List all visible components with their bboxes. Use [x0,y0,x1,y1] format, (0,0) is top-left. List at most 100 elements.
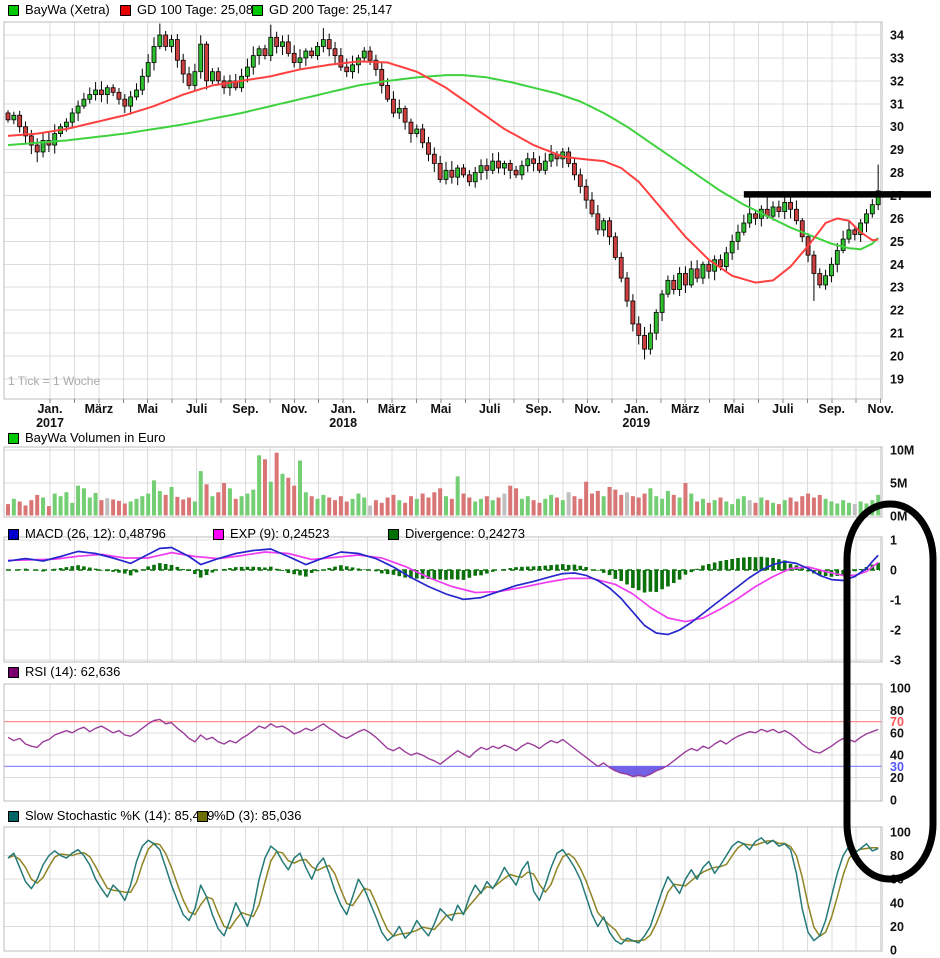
volume-series [6,452,881,516]
legend-item-rsi: RSI (14): 62,636 [8,665,120,679]
svg-text:2018: 2018 [329,416,357,430]
svg-text:-2: -2 [890,624,901,638]
svg-text:Juli: Juli [772,402,794,416]
svg-text:80: 80 [890,849,904,863]
svg-text:80: 80 [890,704,904,718]
svg-text:20: 20 [890,350,904,364]
svg-text:Sep.: Sep. [232,402,258,416]
svg-text:23: 23 [890,281,904,295]
svg-text:32: 32 [890,74,904,88]
svg-text:Juli: Juli [479,402,501,416]
legend-label: EXP (9): 0,24523 [230,526,330,541]
svg-text:0: 0 [890,944,897,958]
legend-item-instrument: BayWa (Xetra) [8,3,110,17]
legend-label: GD 100 Tage: 25,082 [137,2,261,17]
svg-text:40: 40 [890,896,904,910]
svg-text:März: März [378,402,406,416]
legend-label: BayWa Volumen in Euro [25,430,166,445]
legend-label: GD 200 Tage: 25,147 [269,2,393,17]
svg-text:2017: 2017 [36,416,64,430]
legend-label: MACD (26, 12): 0,48796 [25,526,166,541]
stoch-d-line [7,839,879,942]
svg-text:Mai: Mai [724,402,745,416]
svg-text:100: 100 [890,826,911,840]
svg-text:26: 26 [890,212,904,226]
svg-text:34: 34 [890,29,904,43]
svg-text:März: März [85,402,113,416]
instrument-color-swatch [8,4,19,16]
tick-interval-note: 1 Tick = 1 Woche [8,374,101,388]
gd200-line [7,74,879,251]
legend-label: Divergence: 0,24273 [405,526,525,541]
svg-text:20: 20 [890,771,904,785]
svg-text:Sep.: Sep. [525,402,551,416]
legend-label: Slow Stochastic %K (14): 85,479 [25,808,215,823]
svg-text:60: 60 [890,726,904,740]
volume-color-swatch [8,432,19,444]
gd100-color-swatch [120,4,131,16]
svg-text:25: 25 [890,235,904,249]
highlight-oval-annotation [843,500,937,883]
legend-item-volume: BayWa Volumen in Euro [8,431,165,445]
svg-text:Nov.: Nov. [281,402,307,416]
svg-text:24: 24 [890,258,904,272]
svg-text:Jan.: Jan. [331,402,356,416]
legend-item-gd200: GD 200 Tage: 25,147 [252,3,392,17]
stoch-d-color-swatch [197,810,208,822]
macd-line [7,546,879,636]
grid-layer [4,22,882,951]
svg-text:Jan.: Jan. [624,402,649,416]
legend-item-stoch-k: Slow Stochastic %K (14): 85,479 [8,809,214,823]
svg-text:Mai: Mai [137,402,158,416]
svg-text:100: 100 [890,682,911,696]
svg-text:Jan.: Jan. [37,402,62,416]
svg-text:5M: 5M [890,477,907,491]
legend-item-divergence: Divergence: 0,24273 [388,527,525,541]
svg-text:22: 22 [890,304,904,318]
svg-text:Sep.: Sep. [819,402,845,416]
legend-label: BayWa (Xetra) [25,2,110,17]
svg-text:33: 33 [890,51,904,65]
divergence-color-swatch [388,528,399,540]
macd-histogram [6,556,880,593]
legend-item-stoch-d: %D (3): 85,036 [197,809,301,823]
svg-text:Nov.: Nov. [868,402,894,416]
svg-text:40: 40 [890,749,904,763]
exp-line [7,551,879,623]
svg-text:1: 1 [890,534,897,548]
svg-text:20: 20 [890,920,904,934]
svg-text:0: 0 [890,794,897,808]
svg-text:29: 29 [890,143,904,157]
legend-item-gd100: GD 100 Tage: 25,082 [120,3,260,17]
legend-label: RSI (14): 62,636 [25,664,121,679]
stoch-k-color-swatch [8,810,19,822]
svg-text:2019: 2019 [622,416,650,430]
svg-text:0M: 0M [890,510,907,524]
svg-text:30: 30 [890,760,904,774]
rsi-oversold-fill [608,766,666,777]
exp-color-swatch [213,528,224,540]
svg-text:März: März [671,402,699,416]
rsi-color-swatch [8,666,19,678]
svg-text:28: 28 [890,166,904,180]
svg-text:Nov.: Nov. [574,402,600,416]
legend-label: %D (3): 85,036 [214,808,302,823]
svg-text:Mai: Mai [430,402,451,416]
svg-text:31: 31 [890,97,904,111]
stoch-k-line [7,837,879,945]
svg-text:21: 21 [890,327,904,341]
svg-text:-3: -3 [890,654,901,668]
legend-item-macd: MACD (26, 12): 0,48796 [8,527,166,541]
legend-item-exp: EXP (9): 0,24523 [213,527,330,541]
svg-text:30: 30 [890,120,904,134]
svg-text:70: 70 [890,715,904,729]
panel-borders [3,21,883,952]
svg-text:19: 19 [890,372,904,386]
candlestick-series [5,23,881,360]
svg-text:10M: 10M [890,444,914,458]
svg-text:-1: -1 [890,594,901,608]
rsi-line [7,718,879,778]
gd100-line [7,60,879,284]
